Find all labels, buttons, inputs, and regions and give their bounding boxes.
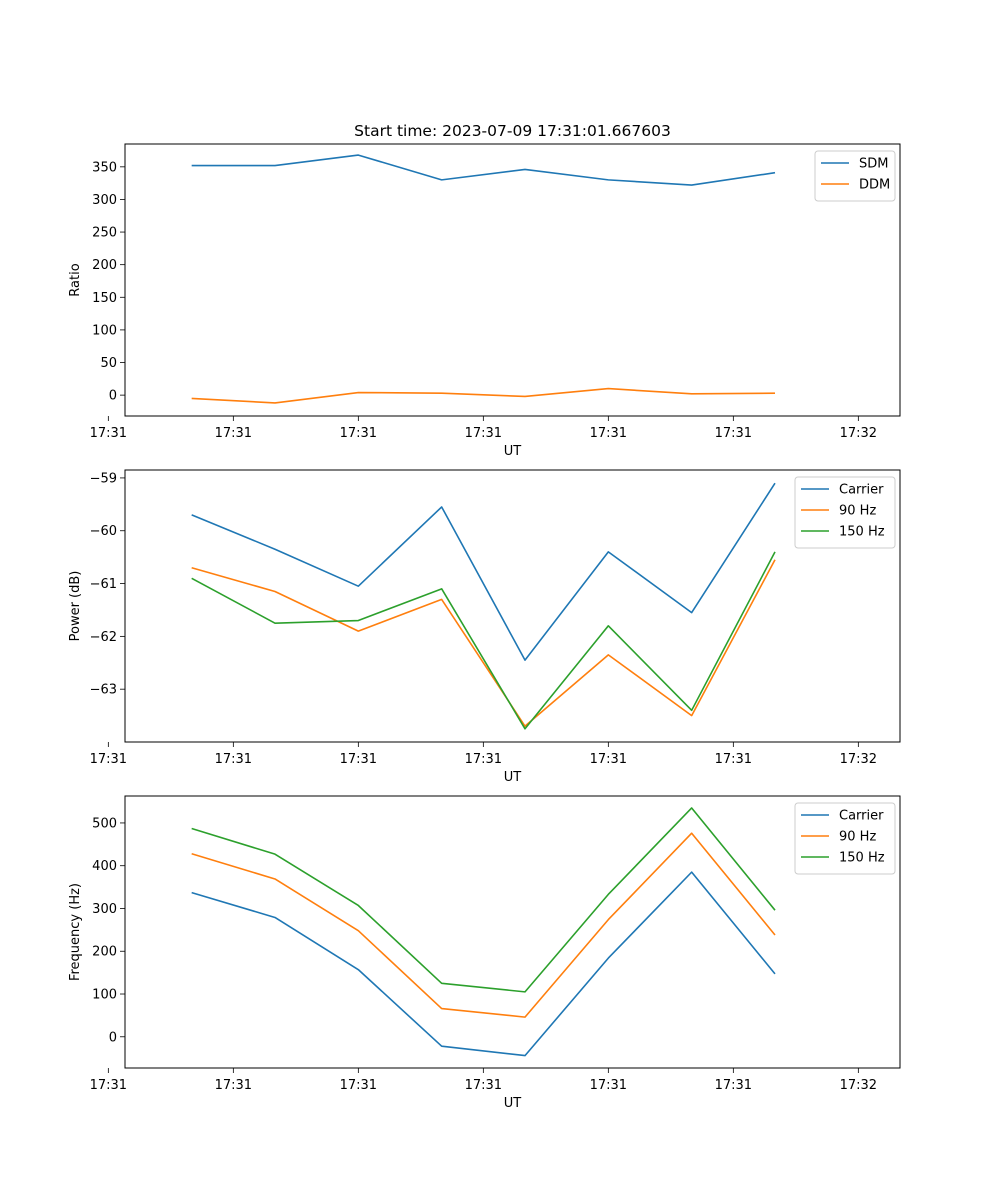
y-axis-label: Power (dB) <box>68 571 83 642</box>
x-tick-label: 17:31 <box>90 752 127 767</box>
x-tick-label: 17:31 <box>215 1078 252 1093</box>
x-tick-label: 17:31 <box>90 426 127 441</box>
y-tick-label: 150 <box>92 291 117 306</box>
x-tick-label: 17:31 <box>465 426 502 441</box>
y-tick-label: 200 <box>92 258 117 273</box>
x-tick-label: 17:31 <box>215 426 252 441</box>
ddm-series-line <box>191 387 776 404</box>
carrier-series-line <box>191 871 776 1057</box>
x-tick-label: 17:31 <box>590 426 627 441</box>
x-tick-label: 17:31 <box>340 426 377 441</box>
frequency-panel: 17:31 17:31 17:31 17:31 17:31 17:31 17:32 0 100 2… <box>68 795 901 1111</box>
carrier-legend-label: Carrier <box>839 483 884 498</box>
90-hz-series-line <box>191 832 776 1018</box>
power-panel: 17:31 17:31 17:31 17:31 17:31 17:31 17:32 −63 −6… <box>68 469 901 785</box>
y-tick-label: −59 <box>90 471 117 486</box>
x-axis-label: UT <box>504 1096 522 1111</box>
x-tick-label: 17:32 <box>840 426 877 441</box>
90-hz-series-line <box>191 559 776 727</box>
x-axis-label: UT <box>504 444 522 459</box>
y-axis-label: Ratio <box>68 263 83 296</box>
y-axis-label: Frequency (Hz) <box>68 883 83 981</box>
y-tick-label: 0 <box>109 389 117 404</box>
chart-title: Start time: 2023-07-09 17:31:01.667603 <box>354 122 671 140</box>
legend: Carrier 90 Hz 150 Hz <box>794 476 896 549</box>
y-tick-label: −60 <box>90 524 117 539</box>
legend: SDM DDM <box>814 150 896 202</box>
ratio-axes-frame <box>124 143 901 417</box>
x-tick-label: 17:31 <box>90 1078 127 1093</box>
y-tick-label: −63 <box>90 683 117 698</box>
x-tick-label: 17:32 <box>840 1078 877 1093</box>
x-axis-label: UT <box>504 770 522 785</box>
carrier-legend-label: Carrier <box>839 809 884 824</box>
power-axes-frame <box>124 469 901 743</box>
90-hz-legend-label: 90 Hz <box>839 504 876 519</box>
frequency-axes-frame <box>124 795 901 1069</box>
150-hz-legend-label: 150 Hz <box>839 525 885 540</box>
150-hz-legend-label: 150 Hz <box>839 851 885 866</box>
y-tick-label: 300 <box>92 902 117 917</box>
y-tick-label: 500 <box>92 816 117 831</box>
90-hz-legend-label: 90 Hz <box>839 830 876 845</box>
y-tick-label: 50 <box>100 356 117 371</box>
ratio-panel: 17:31 17:31 17:31 17:31 17:31 17:31 17:32 0 50 10… <box>68 143 901 459</box>
y-tick-label: 0 <box>109 1030 117 1045</box>
y-tick-label: 200 <box>92 945 117 960</box>
150-hz-series-line <box>191 807 776 993</box>
x-tick-label: 17:31 <box>590 1078 627 1093</box>
ddm-legend-label: DDM <box>859 178 890 193</box>
x-tick-label: 17:31 <box>715 752 752 767</box>
legend: Carrier 90 Hz 150 Hz <box>794 802 896 875</box>
x-tick-label: 17:31 <box>715 1078 752 1093</box>
x-tick-label: 17:31 <box>465 752 502 767</box>
carrier-series-line <box>191 482 776 661</box>
y-tick-label: 100 <box>92 988 117 1003</box>
y-tick-label: 350 <box>92 160 117 175</box>
y-tick-label: −62 <box>90 630 117 645</box>
sdm-series-line <box>191 154 776 186</box>
x-tick-label: 17:31 <box>340 1078 377 1093</box>
150-hz-series-line <box>191 551 776 730</box>
sdm-legend-label: SDM <box>859 157 888 172</box>
x-tick-label: 17:31 <box>715 426 752 441</box>
x-tick-label: 17:31 <box>340 752 377 767</box>
y-tick-label: 100 <box>92 323 117 338</box>
x-tick-label: 17:32 <box>840 752 877 767</box>
x-tick-label: 17:31 <box>465 1078 502 1093</box>
y-tick-label: 250 <box>92 226 117 241</box>
x-tick-label: 17:31 <box>590 752 627 767</box>
x-tick-label: 17:31 <box>215 752 252 767</box>
y-tick-label: −61 <box>90 577 117 592</box>
y-tick-label: 400 <box>92 859 117 874</box>
y-tick-label: 300 <box>92 193 117 208</box>
